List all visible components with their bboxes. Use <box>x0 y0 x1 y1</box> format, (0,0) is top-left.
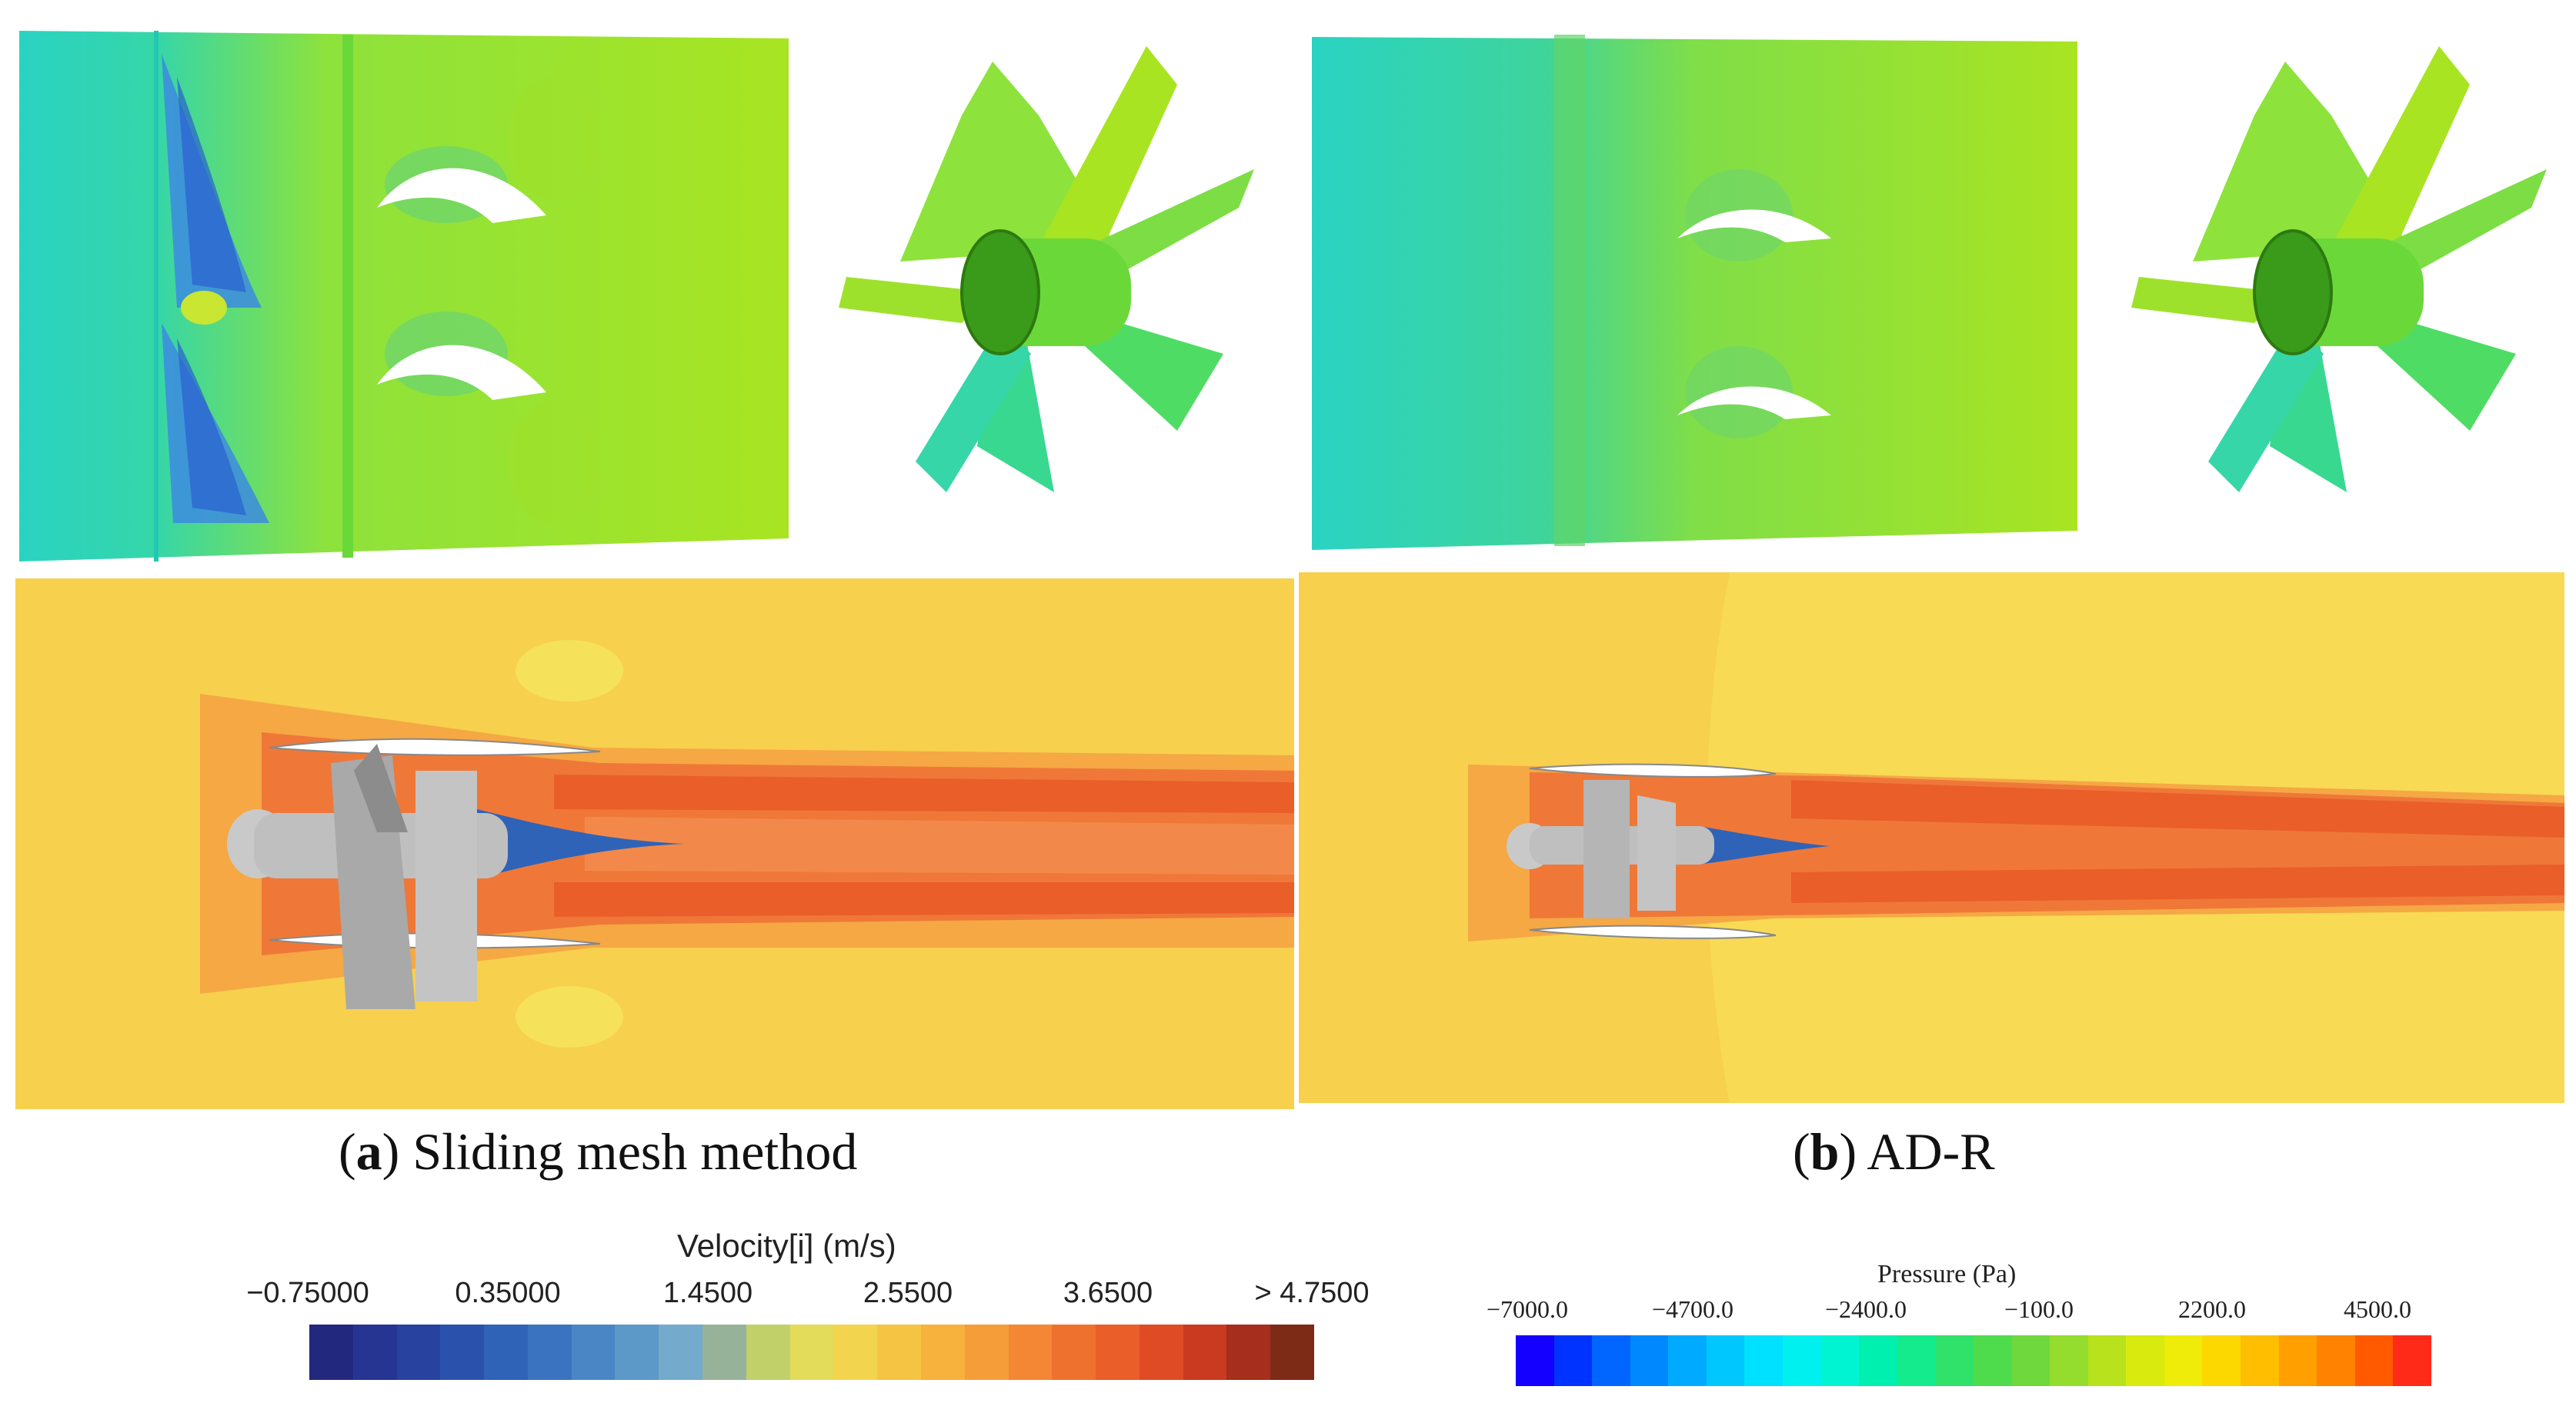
color-bar-swatch <box>1553 1335 1593 1386</box>
color-bar-swatch <box>1516 1335 1554 1386</box>
color-bar-swatch <box>833 1325 878 1380</box>
color-bar-swatch <box>309 1325 353 1380</box>
color-bar-swatch <box>1183 1325 1227 1380</box>
velocity-legend-title: Velocity[i] (m/s) <box>677 1228 896 1264</box>
color-bar-swatch <box>2278 1335 2317 1386</box>
velocity-legend-tick: −0.75000 <box>246 1277 369 1309</box>
color-bar-swatch <box>2240 1335 2279 1386</box>
color-bar-swatch <box>1096 1325 1140 1380</box>
color-bar-swatch <box>1973 1335 2012 1386</box>
caption-b-letter: b <box>1810 1122 1840 1181</box>
color-bar-swatch <box>2164 1335 2203 1386</box>
color-bar-swatch <box>352 1325 397 1380</box>
pressure-legend-tick: 4500.0 <box>2344 1295 2411 1323</box>
propeller-surface-contour-a <box>823 31 1270 523</box>
color-bar-swatch <box>877 1325 921 1380</box>
caption-a-text: Sliding mesh method <box>399 1122 858 1181</box>
color-bar-swatch <box>527 1325 572 1380</box>
color-bar-swatch <box>659 1325 703 1380</box>
pressure-legend-tick: 2200.0 <box>2178 1295 2246 1323</box>
color-bar-swatch <box>1744 1335 1784 1386</box>
caption-a-letter: a <box>355 1122 382 1181</box>
color-bar-swatch <box>571 1325 616 1380</box>
color-bar-swatch <box>2087 1335 2127 1386</box>
color-bar-swatch <box>2202 1335 2241 1386</box>
color-bar-swatch <box>1592 1335 1630 1386</box>
velocity-legend-tick: 0.35000 <box>455 1277 561 1309</box>
color-bar-swatch <box>2011 1335 2050 1386</box>
color-bar-swatch <box>1052 1325 1096 1380</box>
color-bar-swatch <box>920 1325 965 1380</box>
velocity-legend-tick: > 4.7500 <box>1254 1277 1370 1309</box>
color-bar-swatch <box>1820 1335 1860 1386</box>
caption-a: (a) Sliding mesh method <box>339 1122 858 1181</box>
color-bar-swatch <box>2050 1335 2088 1386</box>
color-bar-swatch <box>702 1325 746 1380</box>
color-bar-swatch <box>1859 1335 1897 1386</box>
color-bar-swatch <box>440 1325 485 1380</box>
color-bar-swatch <box>746 1325 790 1380</box>
pressure-legend-tick: −4700.0 <box>1651 1295 1734 1323</box>
velocity-field-ad-r <box>1299 572 2564 1103</box>
color-bar-swatch <box>1935 1335 1974 1386</box>
color-bar-swatch <box>2126 1335 2164 1386</box>
color-bar-swatch <box>2317 1335 2355 1386</box>
color-bar-swatch <box>1668 1335 1707 1386</box>
duct-surface-contour-b <box>1308 31 2085 554</box>
color-bar-swatch <box>1783 1335 1821 1386</box>
caption-b: (b) AD-R <box>1793 1122 1995 1181</box>
color-bar-swatch <box>1008 1325 1053 1380</box>
color-bar-swatch <box>1897 1335 1936 1386</box>
velocity-color-bar <box>309 1325 1314 1380</box>
duct-surface-contour-a <box>15 31 792 562</box>
velocity-legend-tick: 3.6500 <box>1063 1277 1153 1309</box>
pressure-legend-tick: −100.0 <box>2004 1295 2074 1323</box>
color-bar-swatch <box>789 1325 834 1380</box>
color-bar-swatch <box>1706 1335 1745 1386</box>
velocity-legend-tick: 1.4500 <box>662 1277 753 1309</box>
color-bar-swatch <box>2393 1335 2431 1386</box>
caption-b-text: AD-R <box>1857 1122 1995 1181</box>
pressure-color-bar <box>1516 1335 2431 1386</box>
color-bar-swatch <box>484 1325 528 1380</box>
pressure-legend-tick: −7000.0 <box>1486 1295 1569 1323</box>
pressure-legend-tick: −2400.0 <box>1824 1295 1907 1323</box>
pressure-legend-title: Pressure (Pa) <box>1877 1260 2017 1288</box>
color-bar-swatch <box>1226 1325 1271 1380</box>
color-bar-swatch <box>2354 1335 2394 1386</box>
color-bar-swatch <box>1630 1335 1669 1386</box>
propeller-surface-contour-b <box>2116 31 2562 523</box>
color-bar-swatch <box>964 1325 1009 1380</box>
color-bar-swatch <box>1270 1325 1314 1380</box>
velocity-field-sliding-mesh <box>15 578 1294 1109</box>
velocity-legend-tick: 2.5500 <box>863 1277 953 1309</box>
color-bar-swatch <box>396 1325 441 1380</box>
color-bar-swatch <box>1139 1325 1183 1380</box>
color-bar-swatch <box>615 1325 659 1380</box>
